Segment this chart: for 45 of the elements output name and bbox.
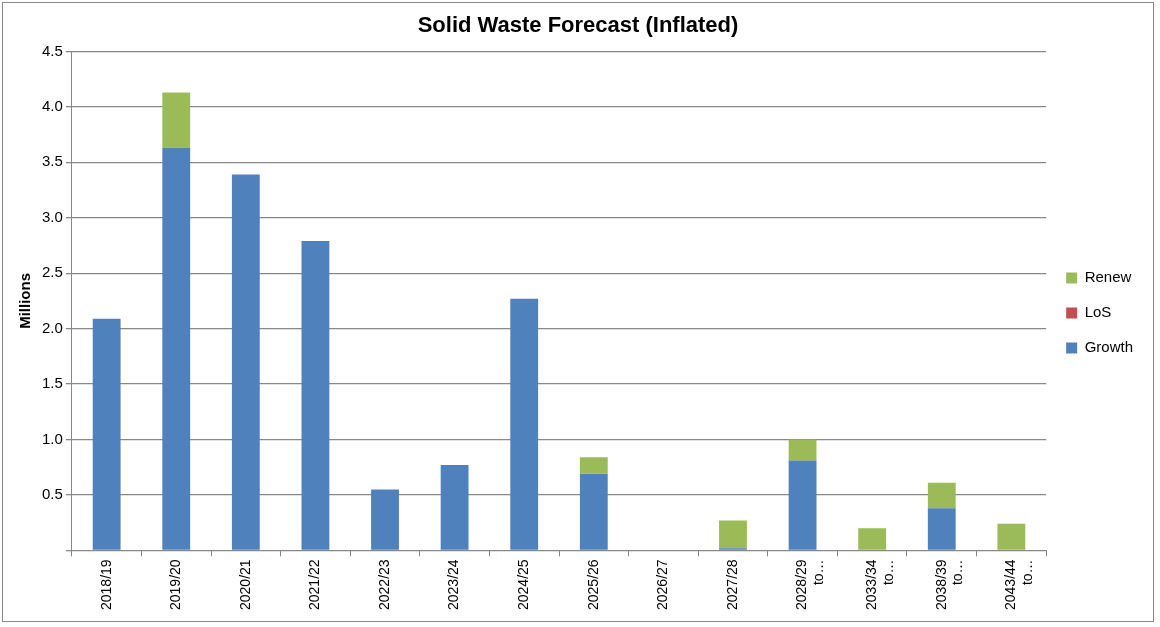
- y-tick-label: 2.5: [41, 263, 63, 281]
- bar: [440, 465, 469, 550]
- x-tick-label: 2022/23: [375, 559, 392, 610]
- x-tick-label: 2028/29 to…: [793, 559, 827, 610]
- x-tick-label: 2038/39 to…: [932, 559, 966, 610]
- legend-label: Renew: [1084, 268, 1132, 286]
- bar: [231, 174, 260, 550]
- bar: [788, 460, 817, 550]
- y-tick-label: 3.0: [41, 207, 63, 225]
- bar: [858, 528, 887, 550]
- bar: [927, 508, 956, 550]
- bar: [927, 482, 956, 509]
- chart-title: Solid Waste Forecast (Inflated): [417, 12, 739, 38]
- y-axis-title: Millions: [16, 272, 34, 329]
- y-tick-label: 1.5: [41, 374, 63, 392]
- x-tick-label: 2025/26: [584, 559, 601, 610]
- legend-label: Growth: [1084, 338, 1134, 356]
- x-tick-label: 2024/25: [515, 559, 532, 610]
- y-tick-label: 4.5: [41, 41, 63, 59]
- y-tick-label: 4.0: [41, 96, 63, 114]
- legend-label: LoS: [1084, 303, 1112, 321]
- y-tick-label: 2.0: [41, 318, 63, 336]
- bar: [579, 457, 608, 474]
- y-tick-label: 0.5: [41, 485, 63, 503]
- bar: [162, 92, 191, 148]
- bar: [997, 523, 1026, 550]
- bar: [92, 318, 121, 550]
- x-tick-label: 2018/19: [97, 559, 114, 610]
- bar: [371, 489, 399, 550]
- x-tick-label: 2021/22: [306, 559, 323, 610]
- bar: [719, 520, 747, 549]
- x-tick-label: 2026/27: [654, 559, 671, 610]
- bar: [301, 241, 330, 550]
- x-tick-label: 2033/34 to…: [863, 559, 896, 610]
- x-tick-label: 2019/20: [167, 559, 184, 610]
- y-tick-label: 3.5: [41, 152, 63, 170]
- y-tick-label: 1.0: [41, 429, 63, 447]
- bar: [162, 147, 191, 550]
- x-tick-label: 2027/28: [723, 559, 740, 610]
- x-tick-label: 2023/24: [445, 559, 462, 610]
- x-tick-label: 2043/44 to…: [1002, 559, 1036, 610]
- bar: [510, 298, 539, 550]
- bar: [579, 473, 608, 550]
- bar: [788, 439, 817, 461]
- x-tick-label: 2020/21: [236, 559, 253, 610]
